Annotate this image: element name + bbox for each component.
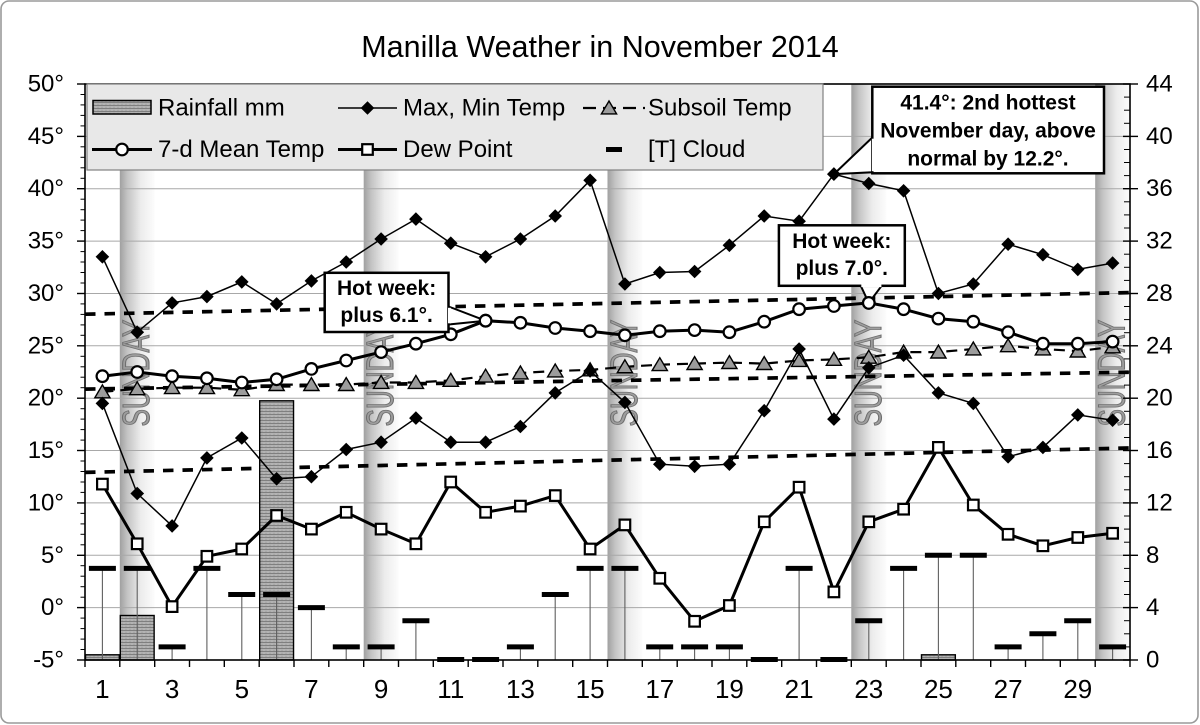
svg-text:36: 36 [1146, 175, 1173, 202]
svg-text:28: 28 [1146, 280, 1173, 307]
svg-text:15°: 15° [28, 437, 64, 464]
svg-text:24: 24 [1146, 332, 1173, 359]
svg-text:Hot week:: Hot week: [337, 277, 436, 300]
svg-text:50°: 50° [28, 71, 64, 98]
svg-text:4: 4 [1146, 594, 1159, 621]
svg-text:Subsoil Temp: Subsoil Temp [648, 95, 792, 122]
svg-text:9: 9 [374, 674, 388, 704]
svg-text:Max, Min Temp: Max, Min Temp [403, 95, 565, 122]
svg-text:21: 21 [785, 674, 814, 704]
svg-text:3: 3 [165, 674, 179, 704]
svg-text:7-d Mean Temp: 7-d Mean Temp [158, 136, 324, 163]
svg-text:0°: 0° [41, 594, 64, 621]
svg-text:12: 12 [1146, 489, 1173, 516]
svg-text:16: 16 [1146, 437, 1173, 464]
svg-text:plus 6.1°.: plus 6.1°. [340, 304, 432, 327]
svg-text:27: 27 [994, 674, 1023, 704]
svg-text:41.4°: 2nd hottest: 41.4°: 2nd hottest [900, 92, 1075, 115]
svg-text:11: 11 [437, 674, 464, 704]
svg-text:0: 0 [1146, 647, 1159, 674]
svg-text:5: 5 [235, 674, 249, 704]
svg-text:15: 15 [576, 674, 605, 704]
svg-text:plus 7.0°.: plus 7.0°. [796, 257, 888, 280]
svg-text:-5°: -5° [33, 647, 64, 674]
svg-text:29: 29 [1063, 674, 1092, 704]
svg-text:7: 7 [304, 674, 318, 704]
svg-text:44: 44 [1146, 71, 1173, 98]
svg-text:20: 20 [1146, 385, 1173, 412]
svg-text:40: 40 [1146, 123, 1173, 150]
svg-text:32: 32 [1146, 228, 1173, 255]
svg-text:normal by 12.2°.: normal by 12.2°. [907, 148, 1068, 171]
svg-text:5°: 5° [41, 542, 64, 569]
svg-text:Rainfall mm: Rainfall mm [158, 95, 285, 122]
svg-text:8: 8 [1146, 542, 1159, 569]
svg-text:November day, above: November day, above [880, 120, 1096, 143]
svg-text:45°: 45° [28, 123, 64, 150]
svg-text:40°: 40° [28, 175, 64, 202]
svg-text:1: 1 [95, 674, 109, 704]
svg-text:Dew Point: Dew Point [403, 136, 513, 163]
svg-text:[T] Cloud: [T] Cloud [648, 136, 745, 163]
svg-text:Hot week:: Hot week: [792, 230, 891, 253]
svg-text:20°: 20° [28, 385, 64, 412]
svg-text:SUNDAY: SUNDAY [360, 320, 402, 427]
svg-text:19: 19 [715, 674, 744, 704]
svg-text:13: 13 [506, 674, 535, 704]
svg-text:10°: 10° [28, 489, 64, 516]
svg-text:23: 23 [854, 674, 883, 704]
svg-text:30°: 30° [28, 280, 64, 307]
svg-text:SUNDAY: SUNDAY [1092, 320, 1134, 427]
svg-text:Manilla Weather in November 20: Manilla Weather in November 2014 [361, 30, 839, 64]
svg-text:25°: 25° [28, 332, 64, 359]
svg-text:25: 25 [924, 674, 953, 704]
svg-text:35°: 35° [28, 228, 64, 255]
svg-text:17: 17 [645, 674, 674, 704]
